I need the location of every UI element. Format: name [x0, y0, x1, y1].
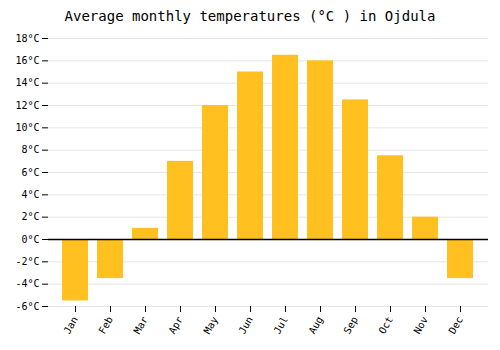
- svg-text:Jul: Jul: [271, 315, 290, 336]
- svg-text:-2°C: -2°C: [15, 256, 39, 267]
- svg-text:Jun: Jun: [236, 315, 255, 336]
- svg-text:0°C: 0°C: [21, 234, 39, 245]
- svg-text:10°C: 10°C: [15, 122, 39, 133]
- svg-text:Apr: Apr: [166, 315, 185, 336]
- svg-text:12°C: 12°C: [15, 100, 39, 111]
- svg-text:6°C: 6°C: [21, 167, 39, 178]
- svg-text:14°C: 14°C: [15, 77, 39, 88]
- svg-text:Aug: Aug: [306, 315, 325, 336]
- svg-text:18°C: 18°C: [15, 33, 39, 44]
- svg-text:-6°C: -6°C: [15, 301, 39, 312]
- svg-text:Oct: Oct: [376, 315, 395, 336]
- svg-text:Dec: Dec: [446, 315, 465, 336]
- svg-text:Mar: Mar: [131, 315, 150, 336]
- svg-text:Sep: Sep: [341, 315, 360, 336]
- svg-text:Nov: Nov: [411, 315, 430, 336]
- svg-text:16°C: 16°C: [15, 55, 39, 66]
- svg-text:2°C: 2°C: [21, 211, 39, 222]
- svg-text:Feb: Feb: [96, 315, 115, 336]
- html-text:Average monthly temperatures (: Average monthly temperatures (°C ) in Oj…: [64, 8, 436, 24]
- svg-text:May: May: [201, 315, 220, 336]
- svg-text:-4°C: -4°C: [15, 278, 39, 289]
- svg-text:Jan: Jan: [61, 315, 80, 336]
- svg-text:8°C: 8°C: [21, 144, 39, 155]
- svg-text:4°C: 4°C: [21, 189, 39, 200]
